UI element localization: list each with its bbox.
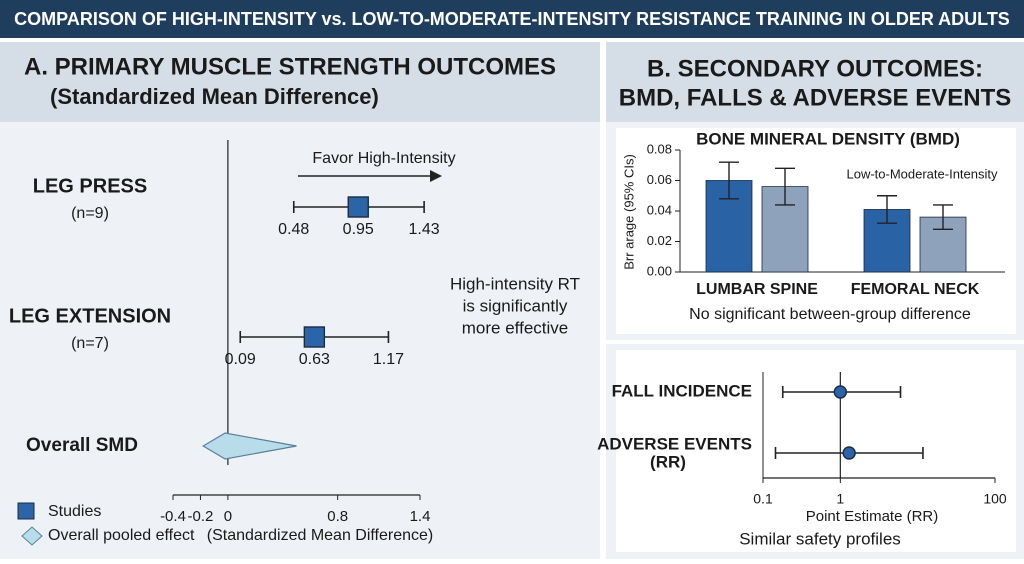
point-estimate (833, 385, 848, 399)
study-square (303, 326, 326, 348)
study-label: LEG EXTENSION (9, 305, 171, 327)
note: No significant between-group difference (689, 306, 971, 323)
header-bar (0, 0, 1024, 38)
overall-label: Overall SMD (26, 435, 138, 456)
y-axis-label: Brr arage (95% CIs) (621, 154, 636, 270)
y-tick-label: 0.06 (647, 172, 672, 187)
arrow-head (430, 170, 442, 182)
study-label: FALL INCIDENCE (612, 381, 752, 400)
study-sublabel: (n=7) (71, 335, 109, 352)
note: more effective (462, 318, 568, 337)
x-tick-label: 1.4 (410, 508, 431, 525)
note: High-intensity RT (450, 274, 580, 293)
x-tick-label: 0.1 (753, 491, 773, 507)
estimate-label: 0.63 (299, 351, 330, 368)
panel-subtitle: BMD, FALLS & ADVERSE EVENTS (619, 84, 1011, 111)
ci-upper-label: 1.43 (409, 221, 440, 238)
ci-lower-label: 0.48 (278, 221, 309, 238)
x-tick-label: 1 (836, 491, 844, 507)
chart-title: BONE MINERAL DENSITY (BMD) (696, 129, 960, 148)
note: is significantly (463, 296, 568, 315)
y-tick-label: 0.08 (647, 141, 672, 156)
note: Similar safety profiles (739, 529, 901, 548)
panel-title: A. PRIMARY MUSCLE STRENGTH OUTCOMES (24, 53, 556, 80)
y-tick-label: 0.00 (647, 263, 672, 278)
estimate-label: 0.95 (343, 221, 374, 238)
legend-label: Studies (48, 503, 101, 520)
panel-a (0, 42, 600, 559)
point-estimate (842, 446, 856, 460)
study-sublabel: (n=9) (71, 205, 109, 222)
legend-label: Overall pooled effect (48, 527, 195, 544)
study-square (347, 196, 369, 218)
x-axis-label: Point Estimate (RR) (806, 508, 939, 525)
study-label: LEG PRESS (33, 175, 147, 197)
x-tick-label: 100 (983, 491, 1007, 507)
x-tick-label: -0.4 (160, 508, 186, 525)
safety-card (616, 350, 1016, 552)
study-label: ADVERSE EVENTS (597, 434, 752, 453)
panel-subtitle: (Standardized Mean Difference) (50, 84, 379, 109)
panel-title: B. SECONDARY OUTCOMES: (647, 55, 983, 82)
legend-label: Low-to-Moderate-Intensity (846, 166, 998, 181)
x-tick-label: FEMORAL NECK (851, 281, 980, 298)
study-sublabel: (RR) (650, 452, 686, 471)
overall-diamond (202, 432, 297, 460)
ci-lower-label: 0.09 (225, 351, 256, 368)
legend-swatch (17, 502, 35, 520)
y-tick-label: 0.02 (647, 233, 672, 248)
legend-swatch (21, 526, 43, 546)
x-tick-label: LUMBAR SPINE (696, 281, 818, 298)
panel-a-header (0, 42, 600, 122)
ci-upper-label: 1.17 (373, 351, 404, 368)
annotation: Favor High-Intensity (312, 150, 455, 167)
panel-b-header (606, 42, 1024, 122)
x-axis-label: (Standardized Mean Difference) (207, 527, 434, 544)
x-tick-label: 0.8 (327, 508, 348, 525)
y-tick-label: 0.04 (647, 202, 672, 217)
x-tick-label: -0.2 (188, 508, 214, 525)
x-tick-label: 0 (224, 508, 232, 525)
page-title: COMPARISON OF HIGH-INTENSITY vs. LOW-TO-… (14, 9, 1010, 29)
